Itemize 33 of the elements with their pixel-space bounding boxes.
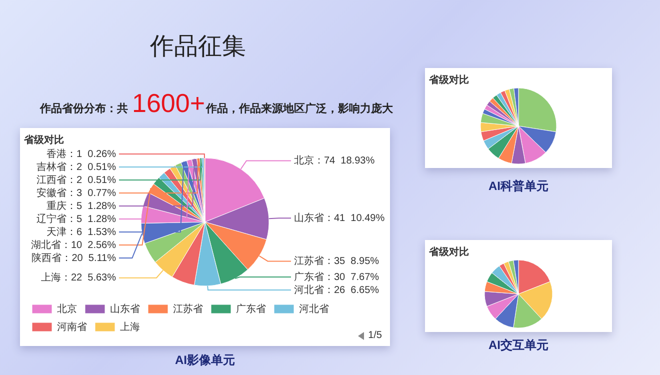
chart-title: 省级对比	[428, 246, 469, 258]
text: 作品省份分布：共	[40, 102, 128, 116]
text: 作品征集	[150, 32, 246, 62]
slice-label: 天津：6 1.53%	[46, 226, 116, 238]
category-label: 广东省：30 7.67%	[294, 272, 380, 283]
slice-label: 江西省：2 0.51%	[36, 174, 116, 186]
text: 作品，作品来源地区广泛，影响力庞大	[206, 102, 394, 116]
slice-label: 陕西省：20 5.11%	[32, 252, 116, 264]
text: AI交互单元	[488, 337, 550, 354]
text: 1/5	[368, 330, 382, 341]
slice-label: 安徽省：3 0.77%	[36, 186, 116, 199]
slice-label: 吉林省：2 0.51%	[36, 160, 116, 173]
slice-label: 重庆：5 1.28%	[46, 200, 116, 212]
legend-label: 江苏省	[173, 302, 203, 315]
text: AI影像单元	[174, 352, 236, 369]
chart-title: 省级对比	[428, 74, 469, 86]
legend-label: 河南省	[57, 320, 87, 333]
slice-label: 湖北省：10 2.56%	[30, 238, 116, 251]
category-label: 河北省：26 6.65%	[294, 284, 380, 296]
chart-title: 省级对比	[23, 134, 64, 146]
category-label: 山东省：41 10.49%	[294, 212, 385, 224]
text: AI科普单元	[488, 178, 550, 195]
category-label: 上海：22 5.63%	[40, 272, 116, 284]
category-label: 江苏省：35 8.95%	[294, 256, 380, 267]
legend-label: 上海	[120, 320, 140, 333]
legend-label: 山东省	[110, 302, 140, 315]
legend-label: 广东省	[236, 302, 266, 315]
legend-label: 河北省	[299, 302, 329, 315]
category-label: 北京：74 18.93%	[294, 155, 375, 166]
slice-label: 辽宁省：5 1.28%	[36, 212, 116, 225]
slice-label: 香港：1 0.26%	[46, 148, 116, 160]
text: 1600+	[132, 88, 206, 119]
legend-label: 北京	[57, 302, 77, 315]
